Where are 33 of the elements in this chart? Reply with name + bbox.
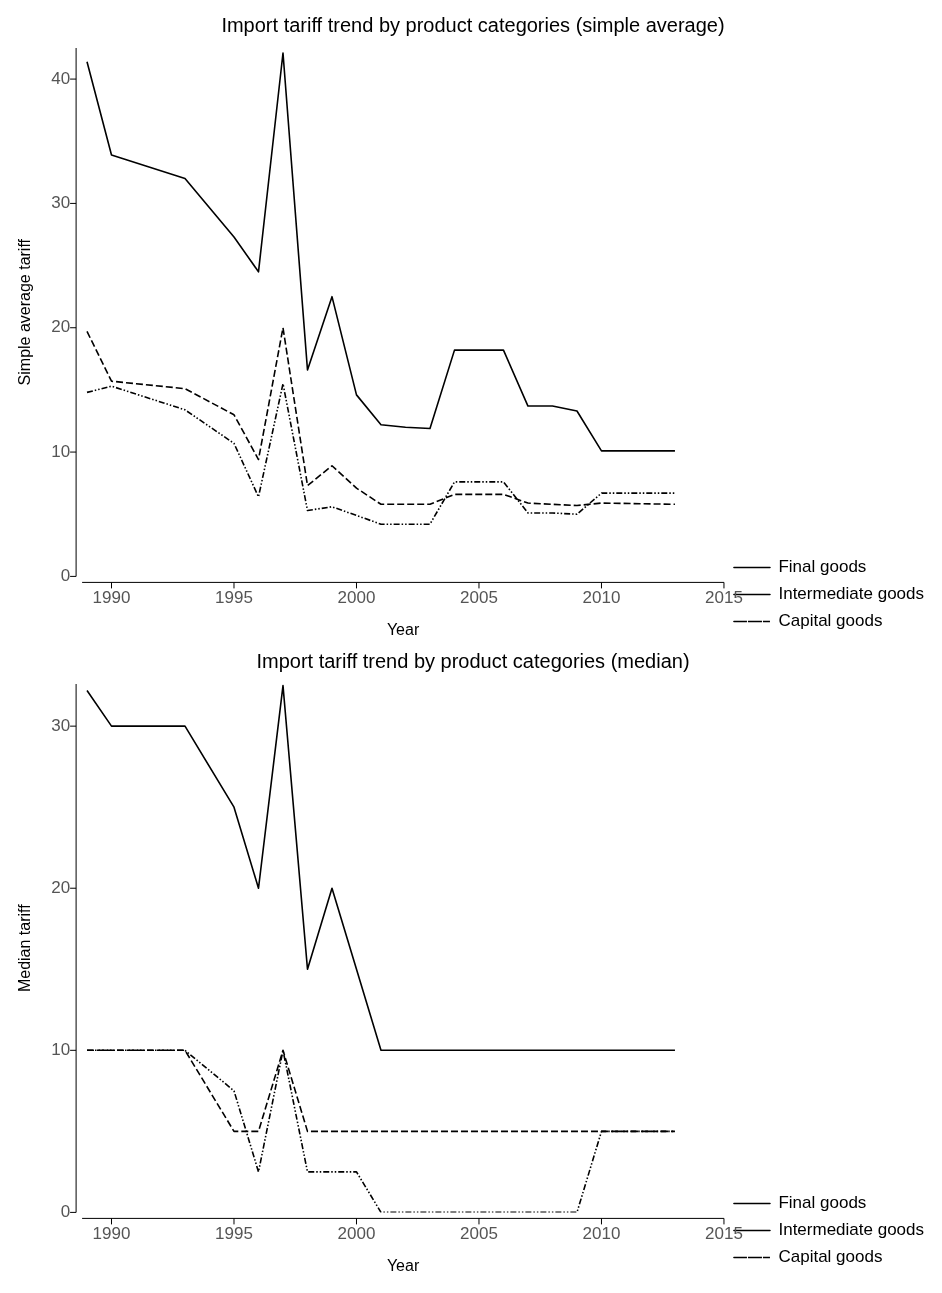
y-tick-label: 0 — [60, 1202, 71, 1222]
x-axis-title: Year — [386, 1256, 420, 1274]
legend-label: Final goods — [778, 1193, 867, 1213]
y-tick-label: 30 — [51, 193, 71, 213]
x-tick-label: 1995 — [215, 588, 253, 608]
x-tick-label: 2000 — [337, 1224, 376, 1244]
y-tick-label: 10 — [51, 441, 71, 461]
y-axis-title: Median tariff — [16, 903, 34, 993]
x-tick-label: 2010 — [582, 1224, 621, 1244]
chart-title: Import tariff trend by product categories (simple average) — [221, 13, 725, 36]
x-axis-title: Year — [386, 620, 420, 638]
legend-label: Final goods — [778, 557, 867, 577]
x-tick-label: 1990 — [92, 588, 131, 608]
x-tick-label: 2000 — [337, 588, 376, 608]
x-tick-label: 2010 — [582, 588, 621, 608]
y-tick-label: 0 — [60, 566, 71, 586]
y-tick-label: 20 — [51, 877, 71, 897]
y-tick-label: 40 — [51, 68, 71, 88]
x-tick-label: 1995 — [215, 1224, 253, 1244]
legend-label: Intermediate goods — [778, 584, 925, 604]
y-tick-label: 30 — [51, 715, 71, 735]
x-tick-label: 2015 — [705, 588, 743, 608]
legend-label: Capital goods — [778, 611, 883, 631]
legend-label: Capital goods — [778, 1247, 883, 1267]
x-tick-label: 2015 — [705, 1224, 743, 1244]
y-axis-title: Simple average tariff — [16, 238, 34, 386]
x-tick-label: 2005 — [460, 1224, 498, 1244]
x-tick-label: 1990 — [92, 1224, 131, 1244]
y-tick-label: 10 — [51, 1040, 71, 1059]
x-tick-label: 2005 — [460, 588, 498, 608]
chart-title: Import tariff trend by product categories (median) — [256, 649, 690, 672]
y-tick-label: 20 — [51, 317, 71, 337]
legend-label: Intermediate goods — [778, 1220, 925, 1240]
